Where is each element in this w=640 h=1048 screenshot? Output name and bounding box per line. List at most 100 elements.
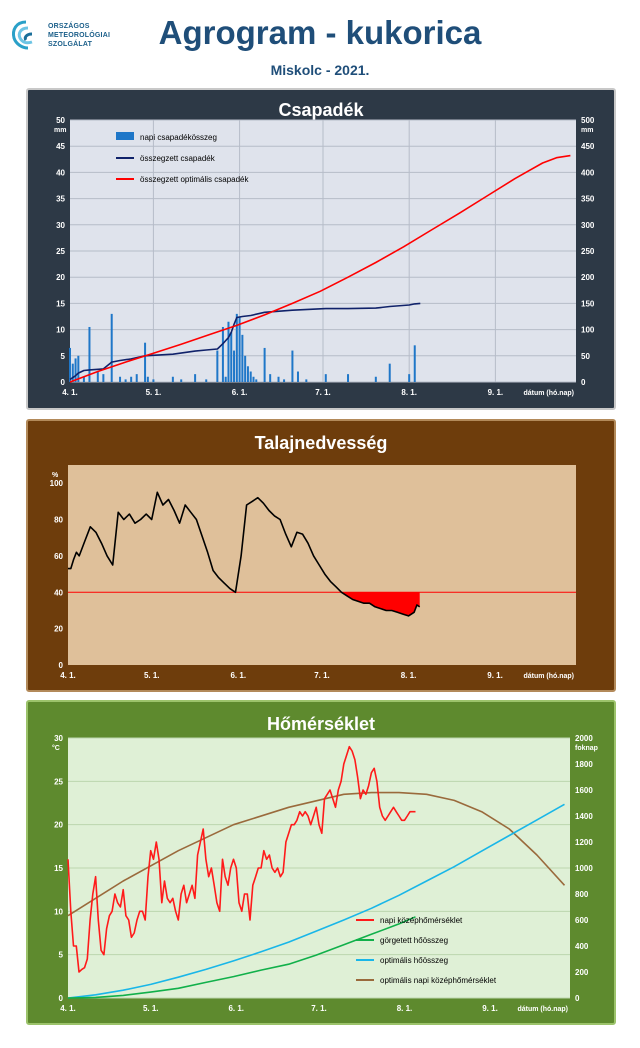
- legend-entry: görgetett hőösszeg: [380, 936, 448, 945]
- x-tick-label: 5. 1.: [146, 388, 162, 397]
- y2-tick-label: 1200: [575, 838, 593, 847]
- y-tick-label: 15: [56, 299, 65, 308]
- precip-bar: [88, 326, 91, 382]
- x-tick-label: 8. 1.: [401, 671, 417, 680]
- omsz-logo-icon: [12, 20, 33, 50]
- x-tick-label: 7. 1.: [315, 388, 331, 397]
- precip-bar: [255, 379, 258, 382]
- y2-tick-label: 300: [581, 221, 595, 230]
- soil-moisture-chart: 0 20 40 60 80 100 4. 1. 5. 1. 6. 1. 7. 1. 8. 1. 9. …: [50, 465, 576, 680]
- optimal-cumulative-precip-line: [69, 154, 571, 383]
- precip-bar: [74, 358, 77, 382]
- x-tick-label: 4. 1.: [62, 388, 78, 397]
- precip-bar: [96, 371, 99, 382]
- optimal-daily-temp-line: [67, 791, 566, 917]
- y2-tick-label: 600: [575, 916, 589, 925]
- legend-entry: optimális hőösszeg: [380, 956, 448, 965]
- x-tick-label: 8. 1.: [397, 1004, 413, 1013]
- page-header: ORSZÁGOS METEOROLÓGIAI SZOLGÁLAT Agrogra…: [0, 0, 640, 84]
- precip-bar: [77, 355, 80, 382]
- precip-bar: [324, 374, 327, 382]
- precip-bar: [246, 366, 249, 382]
- legend-entry: összegzett csapadék: [140, 154, 216, 163]
- x-tick-label: 4. 1.: [60, 1004, 76, 1013]
- y2-tick-label: 800: [575, 890, 589, 899]
- x-tick-label: 5. 1.: [144, 671, 160, 680]
- y2-tick-label: 350: [581, 195, 595, 204]
- precip-bar: [180, 379, 183, 382]
- y2-tick-label: 500: [581, 116, 595, 125]
- y-tick-label: 30: [54, 734, 63, 743]
- logo-line: ORSZÁGOS: [48, 23, 90, 30]
- daily-mean-temp-line: [67, 745, 416, 973]
- plot-area: [68, 465, 576, 665]
- omsz-logo: ORSZÁGOS METEOROLÓGIAI SZOLGÁLAT: [10, 18, 130, 58]
- y2-tick-label: 1400: [575, 812, 593, 821]
- x-tick-label: 6. 1.: [228, 1004, 244, 1013]
- logo-line: METEOROLÓGIAI: [48, 32, 111, 39]
- precip-bar: [263, 347, 266, 382]
- y2-tick-label: 50: [581, 352, 590, 361]
- precip-bar: [413, 345, 416, 382]
- x-tick-label: 9. 1.: [482, 1004, 498, 1013]
- precip-bar: [224, 376, 227, 382]
- y2-tick-label: 1600: [575, 786, 593, 795]
- y-tick-label: 25: [54, 777, 63, 786]
- x-tick-label: 8. 1.: [401, 388, 417, 397]
- precip-bar: [152, 379, 155, 382]
- y-tick-label: 5: [59, 951, 64, 960]
- x-tick-label: 4. 1.: [60, 671, 76, 680]
- y-tick-label: 100: [50, 479, 64, 488]
- chart-title: Csapadék: [278, 100, 364, 120]
- y2-tick-label: 1000: [575, 864, 593, 873]
- precip-bar: [130, 376, 133, 382]
- y2-axis-label: mm: [581, 127, 593, 134]
- y-tick-label: 0: [59, 661, 64, 670]
- y-tick-label: 10: [56, 326, 65, 335]
- precip-bar: [119, 376, 122, 382]
- precip-bar: [277, 376, 280, 382]
- y2-tick-label: 1800: [575, 760, 593, 769]
- legend-entry: optimális napi középhőmérséklet: [380, 976, 497, 985]
- page-subtitle: Miskolc - 2021.: [270, 62, 370, 78]
- y-tick-label: 35: [56, 195, 65, 204]
- y2-tick-label: 150: [581, 299, 595, 308]
- precip-bar: [291, 350, 294, 382]
- moisture-deficit-area: [341, 592, 420, 616]
- precip-bar: [305, 379, 308, 382]
- y2-axis-label: foknap: [575, 745, 598, 752]
- soil-moisture-line: [68, 491, 421, 617]
- chart-title: Hőmérséklet: [266, 714, 376, 734]
- y-tick-label: 60: [54, 552, 63, 561]
- precip-bar: [71, 363, 74, 382]
- y-tick-label: 0: [61, 378, 66, 387]
- x-tick-label: 7. 1.: [314, 671, 330, 680]
- precip-bar: [244, 355, 247, 382]
- y2-tick-label: 0: [581, 378, 586, 387]
- y-tick-label: 10: [54, 907, 63, 916]
- y-tick-label: 80: [54, 516, 63, 525]
- logo-line: SZOLGÁLAT: [48, 41, 93, 48]
- y2-tick-label: 100: [581, 326, 595, 335]
- x-tick-label: 6. 1.: [230, 671, 246, 680]
- legend-swatch: [116, 132, 134, 140]
- y-tick-label: 50: [56, 116, 65, 125]
- y-tick-label: 40: [56, 168, 65, 177]
- legend-entry: összegzett optimális csapadék: [140, 175, 250, 184]
- logo-text: ORSZÁGOS METEOROLÓGIAI SZOLGÁLAT: [48, 22, 110, 49]
- y-tick-label: 20: [54, 625, 63, 634]
- precip-bar: [233, 350, 236, 382]
- x-tick-label: 9. 1.: [488, 388, 504, 397]
- y2-tick-label: 0: [575, 994, 580, 1003]
- y2-tick-label: 200: [581, 273, 595, 282]
- precip-bar: [238, 316, 241, 382]
- y-tick-label: 20: [54, 821, 63, 830]
- y-tick-label: 40: [54, 588, 63, 597]
- y-axis-label: °C: [52, 744, 60, 752]
- x-axis-label: dátum (hó.nap): [523, 390, 574, 397]
- precipitation-chart-panel: Csapadék 0 5 10 15 20 25 30 35 40 45 50 0 50 100 150 20…: [26, 88, 616, 410]
- precip-bar: [252, 376, 255, 382]
- rolling-heat-sum-line: [67, 916, 416, 999]
- precip-bar: [269, 374, 272, 382]
- soil-moisture-chart-panel: Talajnedvesség 0 20 40 60 80 100 4. 1. 5. 1. 6. …: [26, 419, 616, 692]
